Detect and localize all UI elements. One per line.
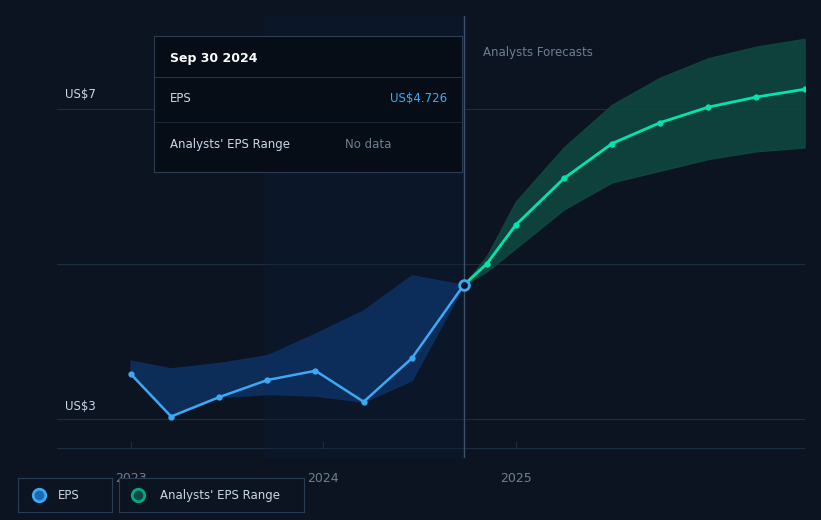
Text: Analysts' EPS Range: Analysts' EPS Range (159, 489, 280, 502)
Text: Analysts Forecasts: Analysts Forecasts (483, 46, 593, 59)
Text: US$4.726: US$4.726 (390, 92, 447, 105)
Text: EPS: EPS (170, 92, 191, 105)
Text: 2024: 2024 (307, 472, 339, 485)
Text: EPS: EPS (57, 489, 80, 502)
Text: Sep 30 2024: Sep 30 2024 (170, 51, 257, 64)
Text: US$3: US$3 (65, 400, 96, 413)
Text: Analysts' EPS Range: Analysts' EPS Range (170, 138, 290, 151)
Text: 2025: 2025 (500, 472, 532, 485)
Text: US$7: US$7 (65, 88, 96, 101)
Bar (265, 16, 464, 458)
Text: 2023: 2023 (115, 472, 146, 485)
Text: Actual: Actual (417, 46, 454, 59)
Text: No data: No data (345, 138, 392, 151)
